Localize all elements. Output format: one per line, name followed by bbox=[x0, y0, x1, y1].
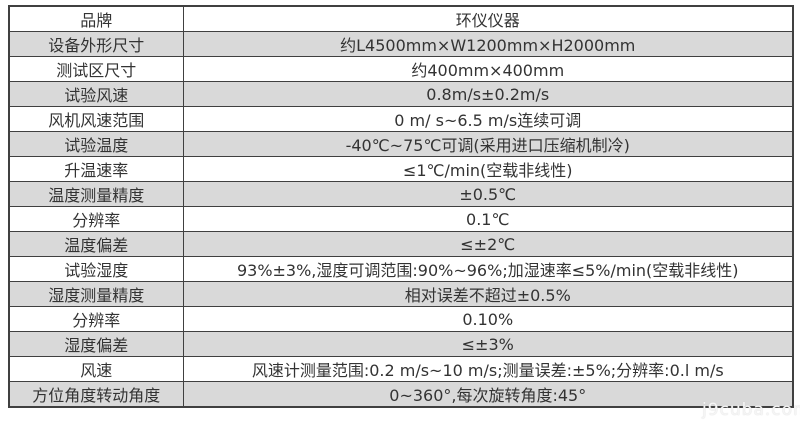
spec-value: 93%±3%,湿度可调范围:90%~96%;加湿速率≤5%/min(空载非线性) bbox=[182, 256, 794, 282]
spec-label: 风机风速范围 bbox=[8, 106, 184, 132]
spec-value: 相对误差不超过±0.5% bbox=[182, 281, 794, 307]
spec-row-humidity-accuracy: 湿度测量精度 相对误差不超过±0.5% bbox=[8, 281, 794, 307]
spec-label: 试验温度 bbox=[8, 131, 184, 157]
spec-value: 0.10% bbox=[182, 306, 794, 332]
spec-label: 风速 bbox=[8, 356, 184, 382]
spec-value: 环仪仪器 bbox=[182, 5, 794, 32]
spec-label: 温度测量精度 bbox=[8, 181, 184, 207]
spec-label: 试验风速 bbox=[8, 81, 184, 107]
spec-label: 设备外形尺寸 bbox=[8, 31, 184, 57]
spec-label: 分辨率 bbox=[8, 306, 184, 332]
spec-label: 方位角度转动角度 bbox=[8, 381, 184, 408]
spec-label: 品牌 bbox=[8, 5, 184, 32]
spec-value: 0~360°,每次旋转角度:45° bbox=[182, 381, 794, 408]
spec-row-temp-deviation: 温度偏差 ≤±2℃ bbox=[8, 231, 794, 257]
spec-value: 0 m/ s~6.5 m/s连续可调 bbox=[182, 106, 794, 132]
spec-row-temp-accuracy: 温度测量精度 ±0.5℃ bbox=[8, 181, 794, 207]
spec-label: 湿度偏差 bbox=[8, 331, 184, 357]
spec-label: 试验湿度 bbox=[8, 256, 184, 282]
spec-row-test-humidity: 试验湿度 93%±3%,湿度可调范围:90%~96%;加湿速率≤5%/min(空… bbox=[8, 256, 794, 282]
spec-value: ±0.5℃ bbox=[182, 181, 794, 207]
spec-value: 风速计测量范围:0.2 m/s~10 m/s;测量误差:±5%;分辨率:0.l … bbox=[182, 356, 794, 382]
spec-row-rotation-angle: 方位角度转动角度 0~360°,每次旋转角度:45° bbox=[8, 381, 794, 408]
spec-value: 0.1℃ bbox=[182, 206, 794, 232]
spec-value: 约400mm×400mm bbox=[182, 56, 794, 82]
spec-label: 分辨率 bbox=[8, 206, 184, 232]
spec-row-test-area-size: 测试区尺寸 约400mm×400mm bbox=[8, 56, 794, 82]
spec-row-heating-rate: 升温速率 ≤1℃/min(空载非线性) bbox=[8, 156, 794, 182]
spec-label: 湿度测量精度 bbox=[8, 281, 184, 307]
spec-table: 品牌 环仪仪器 设备外形尺寸 约L4500mm×W1200mm×H2000mm … bbox=[8, 5, 794, 408]
spec-row-fan-speed-range: 风机风速范围 0 m/ s~6.5 m/s连续可调 bbox=[8, 106, 794, 132]
spec-label: 升温速率 bbox=[8, 156, 184, 182]
spec-row-test-wind-speed: 试验风速 0.8m/s±0.2m/s bbox=[8, 81, 794, 107]
spec-value: ≤±2℃ bbox=[182, 231, 794, 257]
spec-value: ≤1℃/min(空载非线性) bbox=[182, 156, 794, 182]
spec-row-equipment-size: 设备外形尺寸 约L4500mm×W1200mm×H2000mm bbox=[8, 31, 794, 57]
spec-value: -40℃~75℃可调(采用进口压缩机制冷) bbox=[182, 131, 794, 157]
spec-row-wind-speed: 风速 风速计测量范围:0.2 m/s~10 m/s;测量误差:±5%;分辨率:0… bbox=[8, 356, 794, 382]
spec-label: 测试区尺寸 bbox=[8, 56, 184, 82]
spec-value: 约L4500mm×W1200mm×H2000mm bbox=[182, 31, 794, 57]
spec-row-brand: 品牌 环仪仪器 bbox=[8, 5, 794, 32]
spec-value: 0.8m/s±0.2m/s bbox=[182, 81, 794, 107]
spec-row-temp-resolution: 分辨率 0.1℃ bbox=[8, 206, 794, 232]
spec-row-test-temperature: 试验温度 -40℃~75℃可调(采用进口压缩机制冷) bbox=[8, 131, 794, 157]
spec-value: ≤±3% bbox=[182, 331, 794, 357]
spec-label: 温度偏差 bbox=[8, 231, 184, 257]
spec-row-humidity-resolution: 分辨率 0.10% bbox=[8, 306, 794, 332]
spec-row-humidity-deviation: 湿度偏差 ≤±3% bbox=[8, 331, 794, 357]
